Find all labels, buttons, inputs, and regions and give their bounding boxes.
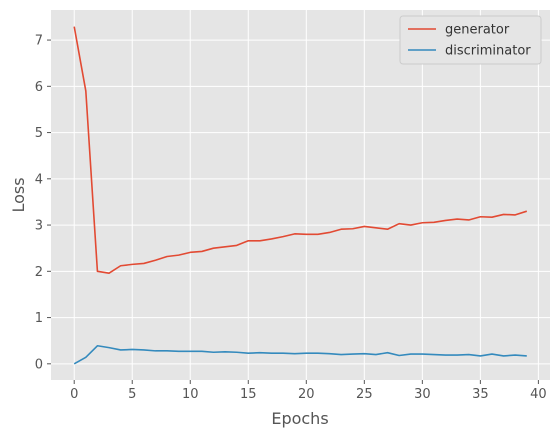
x-axis-label: Epochs	[271, 409, 328, 428]
plot-background	[51, 10, 550, 380]
y-tick-label: 4	[35, 172, 43, 187]
y-tick-labels: 0 1 2 3 4 5 6 7	[35, 34, 51, 372]
legend: generator discriminator	[399, 15, 542, 65]
y-tick-label: 2	[35, 265, 43, 280]
x-tick-label: 30	[414, 387, 431, 402]
x-tick-label: 5	[128, 387, 136, 402]
series-line-discriminator	[73, 344, 527, 365]
y-tick-label: 6	[35, 80, 43, 95]
y-tick-label: 7	[35, 34, 43, 49]
x-tick-label: 10	[182, 387, 199, 402]
x-tick-label: 0	[70, 387, 78, 402]
grid-lines	[51, 10, 550, 380]
x-tick-label: 25	[356, 387, 373, 402]
y-tick-label: 3	[35, 219, 43, 234]
y-tick-label: 1	[35, 311, 43, 326]
y-tick-label: 5	[35, 126, 43, 141]
legend-label-generator: generator	[445, 23, 510, 38]
x-tick-label: 15	[240, 387, 257, 402]
legend-box	[399, 15, 542, 65]
series-lines	[73, 26, 528, 365]
x-tick-label: 20	[298, 387, 315, 402]
y-tick-label: 0	[35, 357, 43, 372]
y-axis-label: Loss	[9, 177, 28, 212]
x-tick-label: 40	[530, 387, 547, 402]
legend-label-discriminator: discriminator	[445, 44, 531, 59]
series-line-generator	[73, 26, 528, 274]
x-tick-label: 35	[472, 387, 489, 402]
x-tick-labels: 0 5 10 15 20 25 30 35 40	[70, 380, 547, 402]
